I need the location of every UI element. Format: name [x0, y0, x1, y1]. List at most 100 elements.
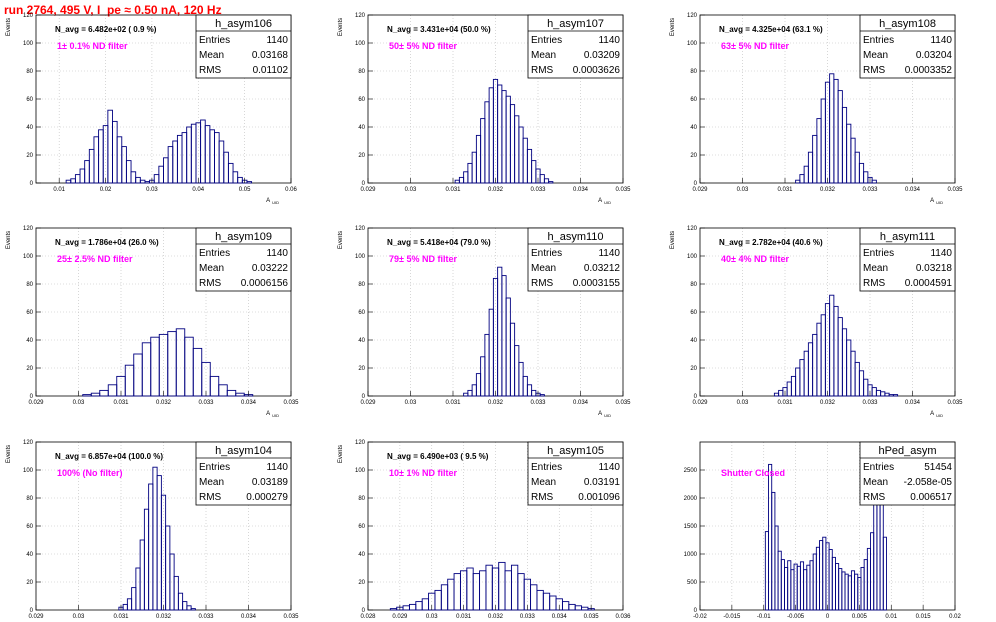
histogram-bin: [402, 605, 410, 611]
y-tick-label: 0: [362, 608, 366, 614]
histogram-bin: [133, 353, 143, 397]
y-tick-label: 0: [30, 394, 34, 400]
y-tick-label: 60: [690, 310, 697, 316]
histogram-bin: [522, 375, 528, 397]
histogram-bin: [480, 118, 486, 184]
histogram-bin: [812, 333, 818, 397]
y-tick-label: 100: [355, 41, 366, 47]
x-tick-label: 0.035: [283, 614, 299, 620]
stats-box: h_asym104 Entries 1140 Mean 0.03189 RMS 0.0002…: [195, 441, 292, 506]
histogram-name: h_asym104: [215, 445, 272, 457]
y-tick-label: 100: [687, 41, 698, 47]
y-axis-label: Events: [670, 18, 676, 36]
histogram-panel: 0.029 0.03 0.031 0.032 0.033 0.034 0.035 0 20 40 6…: [338, 13, 631, 205]
page-title: run 2764, 495 V, I_pe ≈ 0.50 nA, 120 Hz: [4, 3, 222, 17]
y-axis-label: Events: [6, 445, 12, 463]
stats-key: Mean: [863, 50, 888, 61]
stats-key: Entries: [199, 35, 230, 46]
x-axis-label-subscript: UID: [936, 200, 943, 205]
stats-value: 0.0003352: [905, 65, 953, 76]
y-axis-label: Events: [6, 231, 12, 249]
histogram-bin: [505, 297, 511, 397]
x-tick-label: 0.03: [737, 187, 749, 193]
histogram-bin: [472, 573, 481, 611]
stats-key: Mean: [863, 263, 888, 274]
histogram-bin: [522, 137, 528, 184]
y-tick-label: 0: [694, 181, 698, 187]
x-tick-label: 0.031: [113, 614, 129, 620]
x-tick-label: 0.032: [156, 614, 172, 620]
stats-key: RMS: [199, 65, 222, 76]
x-tick-label: 0.034: [573, 187, 589, 193]
histogram-bin: [453, 573, 461, 611]
y-tick-label: 120: [23, 226, 34, 232]
histogram-bin: [850, 350, 856, 397]
stats-key: RMS: [863, 65, 886, 76]
stats-value: 0.0004591: [905, 278, 953, 289]
y-tick-label: 20: [26, 580, 33, 586]
stats-box-frame: [527, 441, 624, 506]
histogram-bin: [463, 392, 469, 397]
histogram-bin: [150, 336, 160, 397]
y-axis-label: Events: [6, 18, 12, 36]
filter-note: 10± 1% ND filter: [389, 468, 457, 478]
histogram-bin: [447, 578, 455, 611]
histogram-bin: [153, 174, 160, 184]
x-tick-label: 0.05: [239, 187, 251, 193]
histogram-bin: [561, 601, 570, 611]
filter-note: 25± 2.5% ND filter: [57, 254, 133, 264]
histogram-bin: [204, 125, 211, 184]
stats-box: h_asym109 Entries 1140 Mean 0.03222 RMS 0.0006…: [195, 227, 292, 292]
stats-value: 1140: [930, 35, 952, 46]
histogram-bin: [84, 160, 90, 184]
histogram-bin: [850, 137, 856, 184]
histogram-bin: [824, 303, 831, 397]
y-tick-label: 60: [26, 310, 33, 316]
histogram-name: h_asym108: [879, 18, 936, 30]
x-tick-label: 0.031: [456, 614, 472, 620]
histogram-panel: 0.029 0.03 0.031 0.032 0.033 0.034 0.035 0 20 40 6…: [670, 13, 963, 205]
histogram-bin: [764, 531, 769, 611]
y-tick-label: 80: [358, 69, 365, 75]
stats-box: h_asym107 Entries 1140 Mean 0.03209 RMS 0.0003…: [527, 14, 624, 79]
x-tick-label: 0.034: [905, 400, 921, 406]
histogram-name: h_asym105: [547, 445, 604, 457]
histogram-bin: [854, 151, 860, 184]
x-tick-label: 0.031: [777, 187, 793, 193]
stats-key: RMS: [863, 278, 886, 289]
y-tick-label: 500: [687, 580, 698, 586]
y-tick-label: 0: [30, 181, 34, 187]
stats-value: 1140: [266, 462, 288, 473]
stats-value: 0.03204: [916, 50, 953, 61]
x-tick-label: 0.02: [100, 187, 112, 193]
histogram-bin: [484, 333, 490, 397]
histogram-bin: [871, 387, 877, 397]
histogram-bin: [501, 275, 507, 397]
stats-box: h_asym106 Entries 1140 Mean 0.03168 RMS 0.0110…: [195, 14, 292, 79]
histogram-bin: [518, 361, 524, 397]
histogram-bin: [195, 122, 202, 184]
x-tick-label: 0.032: [488, 614, 504, 620]
histogram-bin: [884, 392, 890, 397]
filter-note: 63± 5% ND filter: [721, 41, 789, 51]
y-tick-label: 2500: [684, 468, 698, 474]
histogram-bin: [854, 573, 859, 611]
histogram-bin: [542, 592, 551, 611]
histogram-bin: [235, 392, 245, 397]
histogram-bin: [863, 378, 869, 397]
histogram-bin: [795, 367, 801, 397]
histogram-bin: [475, 134, 482, 184]
histogram-bin: [226, 389, 237, 397]
histogram-bin: [421, 598, 430, 611]
histogram-bin: [866, 547, 871, 611]
x-tick-label: 0.032: [820, 400, 836, 406]
histogram-bin: [803, 569, 808, 611]
y-tick-label: 60: [358, 310, 365, 316]
histogram-bin: [796, 565, 801, 611]
stats-value: 0.0003155: [573, 278, 621, 289]
histogram-bin: [182, 601, 188, 611]
histogram-bin: [835, 563, 840, 611]
x-axis-label: A UID: [930, 198, 943, 205]
histogram-bin: [70, 178, 76, 184]
stats-key: RMS: [531, 492, 554, 503]
